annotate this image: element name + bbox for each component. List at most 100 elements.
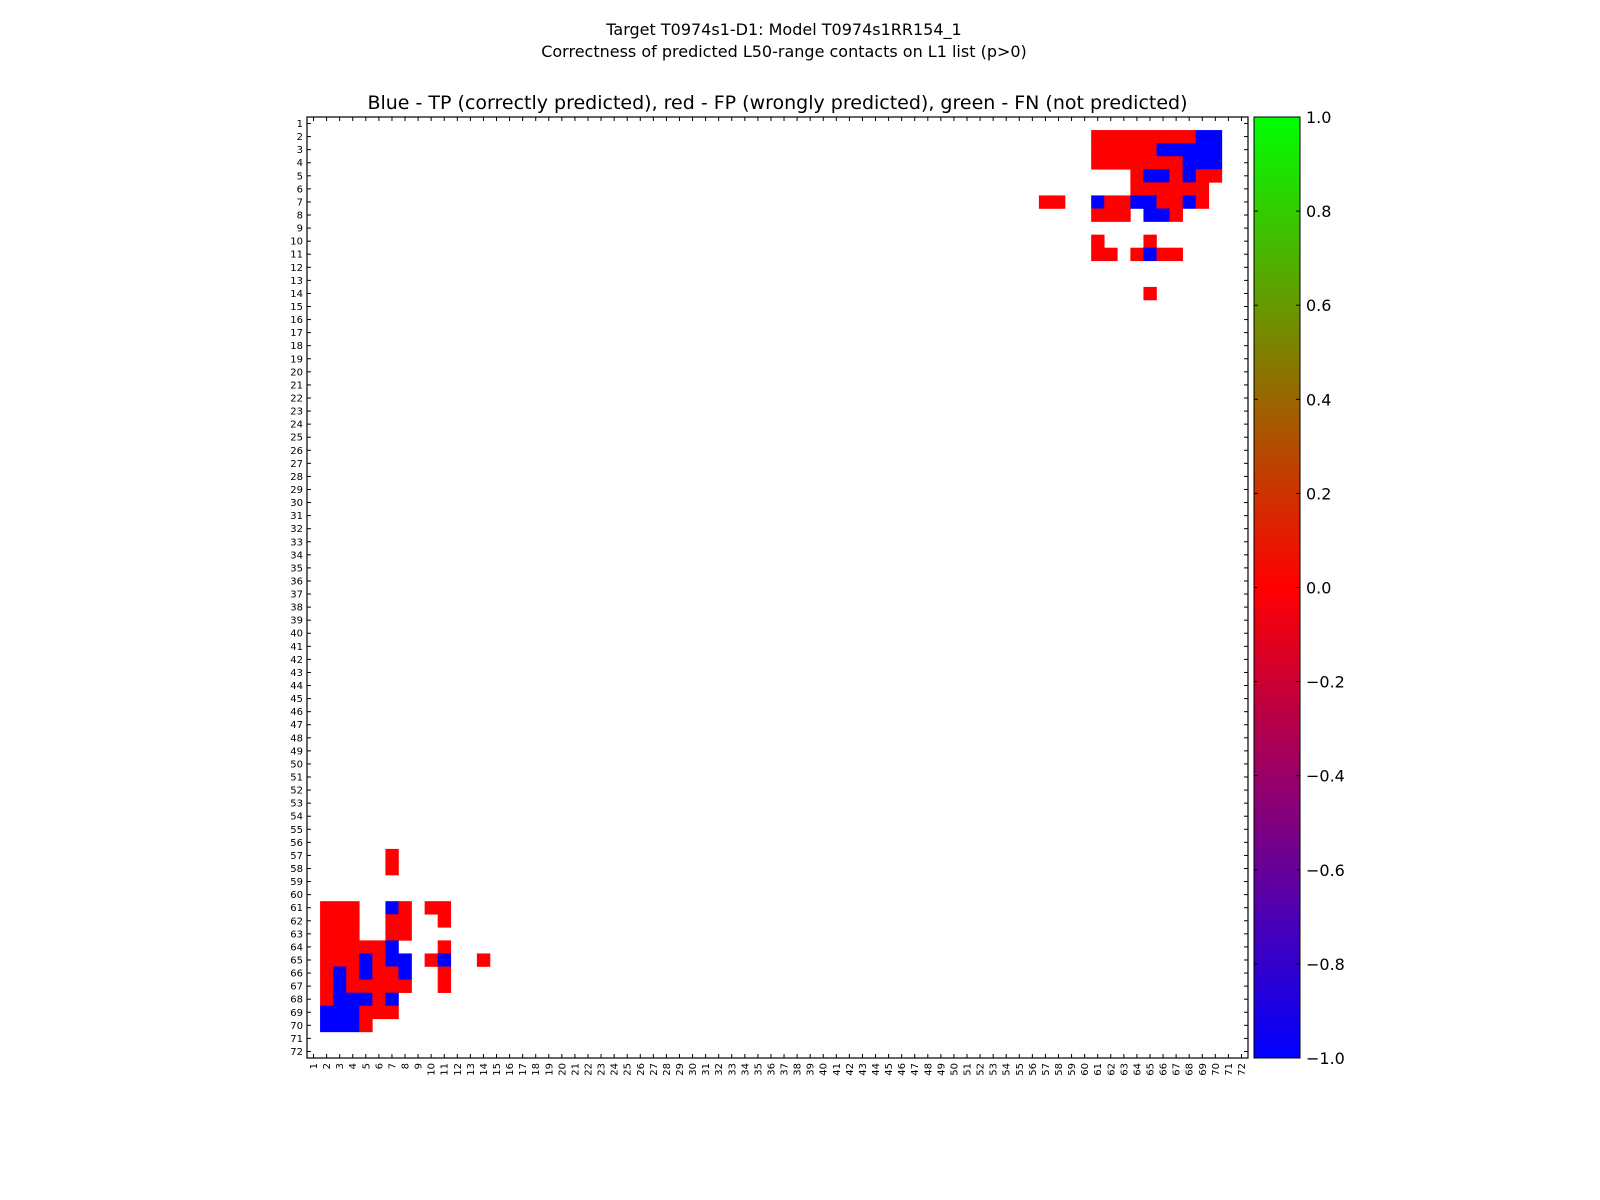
x-tick-label: 5	[361, 1063, 372, 1069]
contact-cell	[333, 1005, 347, 1020]
x-tick-label: 38	[793, 1063, 804, 1076]
colorbar-tick-label: 0.6	[1306, 296, 1331, 315]
contact-cell	[346, 979, 360, 993]
contact-cell	[1143, 169, 1157, 183]
contact-cell	[333, 927, 347, 941]
contact-cell	[320, 901, 334, 915]
x-tick-label: 60	[1080, 1063, 1091, 1076]
y-tick-label: 26	[290, 446, 303, 457]
contact-cell	[1169, 156, 1183, 170]
x-tick-label: 21	[570, 1063, 581, 1076]
contact-cell	[320, 914, 334, 928]
x-tick-label: 15	[492, 1063, 503, 1076]
contact-cell	[385, 927, 399, 941]
contact-cell	[1143, 247, 1157, 262]
contact-cell	[1117, 208, 1131, 222]
contact-cell	[1156, 208, 1170, 222]
y-tick-label: 4	[297, 158, 303, 169]
x-tick-label: 46	[897, 1063, 908, 1076]
contact-cell	[1143, 182, 1157, 196]
x-tick-label: 7	[387, 1063, 398, 1069]
contact-cell	[1104, 143, 1118, 157]
x-tick-label: 33	[727, 1063, 738, 1076]
contact-cell	[346, 1018, 360, 1033]
contact-cell	[424, 901, 438, 915]
x-tick-label: 1	[309, 1063, 320, 1069]
contact-cell	[398, 966, 412, 980]
x-tick-label: 30	[688, 1063, 699, 1076]
contact-cell	[398, 914, 412, 928]
y-tick-label: 52	[290, 786, 303, 797]
contact-cell	[1130, 156, 1144, 170]
x-tick-label: 47	[910, 1063, 921, 1076]
x-tick-label: 11	[440, 1063, 451, 1076]
contact-cell	[437, 914, 452, 928]
x-tick-label: 17	[518, 1063, 529, 1076]
x-tick-label: 64	[1132, 1063, 1143, 1076]
contact-cell	[1156, 182, 1170, 196]
contact-cell	[1156, 143, 1170, 157]
contact-cell	[1130, 143, 1144, 157]
x-tick-label: 31	[701, 1063, 712, 1076]
contact-cell	[1169, 169, 1183, 183]
contact-cell	[398, 901, 412, 915]
contact-cell	[359, 940, 373, 954]
contact-cell	[1156, 247, 1170, 262]
contact-cell	[359, 979, 373, 993]
y-tick-label: 61	[290, 903, 303, 914]
contact-cell	[1104, 247, 1118, 262]
x-tick-label: 14	[479, 1063, 490, 1076]
y-tick-label: 39	[290, 616, 303, 627]
contact-cell	[385, 848, 399, 863]
colorbar-tick-label: 1.0	[1306, 108, 1331, 127]
x-tick-label: 9	[414, 1063, 425, 1069]
contact-cell	[385, 979, 399, 993]
contact-cell	[1156, 130, 1170, 144]
x-tick-label: 49	[936, 1063, 947, 1076]
contact-cell	[437, 979, 452, 993]
contact-cell	[372, 953, 386, 967]
contact-cell	[1208, 169, 1223, 183]
x-tick-label: 67	[1172, 1063, 1183, 1076]
x-tick-label: 58	[1054, 1063, 1065, 1076]
y-tick-label: 48	[290, 733, 303, 744]
heatmap-cells	[320, 130, 1223, 1033]
contact-cell	[359, 992, 373, 1007]
contact-cell	[1208, 143, 1223, 157]
y-tick-label: 70	[290, 1021, 303, 1032]
contact-cell	[398, 953, 412, 967]
contact-cell	[1143, 208, 1157, 222]
contact-cell	[372, 940, 386, 954]
y-tick-label: 35	[290, 563, 303, 574]
y-tick-label: 31	[290, 511, 303, 522]
y-tick-label: 9	[297, 224, 303, 235]
contact-cell	[359, 953, 373, 967]
contact-cell	[1195, 195, 1210, 209]
y-tick-label: 59	[290, 877, 303, 888]
colorbar-tick-label: 0.8	[1306, 202, 1331, 221]
x-tick-label: 28	[662, 1063, 673, 1076]
contact-cell	[359, 1005, 373, 1020]
x-tick-label: 50	[949, 1063, 960, 1076]
contact-cell	[320, 940, 334, 954]
x-tick-label: 44	[871, 1063, 882, 1076]
y-tick-label: 46	[290, 707, 303, 718]
x-tick-label: 32	[714, 1063, 725, 1076]
contact-cell	[1156, 195, 1170, 209]
contact-cell	[320, 979, 334, 993]
x-tick-label: 53	[989, 1063, 1000, 1076]
contact-cell	[385, 1005, 399, 1020]
contact-cell	[1143, 130, 1157, 144]
contact-cell	[1104, 156, 1118, 170]
y-tick-label: 29	[290, 485, 303, 496]
x-tick-label: 24	[610, 1063, 621, 1076]
y-tick-label: 38	[290, 603, 303, 614]
y-tick-label: 16	[290, 315, 303, 326]
contact-cell	[1169, 208, 1183, 222]
contact-cell	[1130, 247, 1144, 262]
contact-cell	[346, 927, 360, 941]
contact-cell	[476, 953, 491, 967]
contact-cell	[1091, 208, 1105, 222]
colorbar-tick-label: −0.2	[1306, 673, 1345, 692]
x-tick-label: 20	[557, 1063, 568, 1076]
